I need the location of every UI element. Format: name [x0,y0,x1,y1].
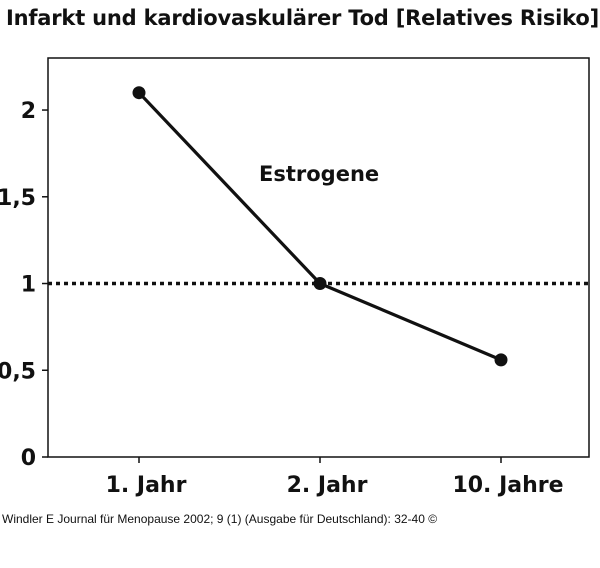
y-tick-label: 1 [21,273,36,298]
x-tick-label: 10. Jahre [452,473,563,498]
x-tick-label: 1. Jahr [106,473,187,498]
y-tick-label: 1,5 [0,186,36,211]
y-tick-label: 0,5 [0,359,36,384]
x-tick-label: 2. Jahr [287,473,368,498]
data-point [313,277,327,291]
y-tick-label: 0 [21,446,36,471]
plot-frame [47,57,590,458]
y-tick-label: 2 [21,99,36,124]
data-point [132,86,146,100]
citation: Windler E Journal für Menopause 2002; 9 … [2,512,438,526]
chart-title: Infarkt und kardiovaskulärer Tod [Relati… [6,6,600,30]
series-annotation: Estrogene [259,162,379,186]
series-line [137,91,502,362]
data-point [494,353,508,367]
